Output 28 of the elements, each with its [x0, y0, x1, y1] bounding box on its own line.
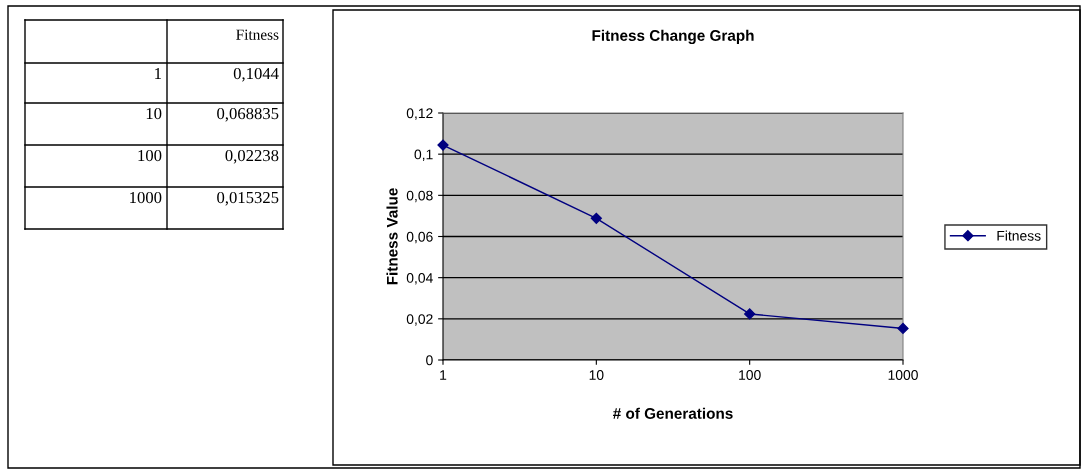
text: 10 [146, 107, 162, 120]
y-tick-label: 0,02 [406, 314, 433, 326]
x-tick-label: 1 [440, 370, 447, 380]
y-tick-label: 0,06 [406, 231, 433, 244]
legend-label: Fitness [997, 230, 1041, 241]
text: 0,068835 [217, 107, 279, 122]
point [437, 139, 449, 151]
x-tick-label: 1000 [888, 370, 918, 380]
y-tick-label: 0,1 [414, 149, 433, 161]
y-axis-title: Fitness Value [386, 188, 398, 285]
point [897, 322, 909, 335]
x-axis-title: # of Generations [612, 407, 733, 419]
point [590, 212, 602, 224]
x-tick-label: 10 [589, 370, 604, 380]
text: 1000 [130, 191, 162, 204]
y-tick-label: 0,08 [406, 190, 433, 203]
y-tick-label: 0,12 [406, 108, 433, 120]
text: 0,02238 [225, 149, 279, 164]
y-tick-label: 0,04 [406, 273, 433, 285]
text: Fitness [236, 29, 279, 40]
chart-title: Fitness Change Graph [592, 29, 754, 45]
text: 1 [155, 68, 161, 80]
text: 100 [138, 149, 162, 162]
y-tick-label: 0 [426, 355, 433, 366]
x-tick-label: 100 [739, 370, 761, 380]
text: 0,015325 [217, 191, 279, 206]
text: 0,1044 [233, 67, 279, 82]
point [744, 308, 756, 320]
